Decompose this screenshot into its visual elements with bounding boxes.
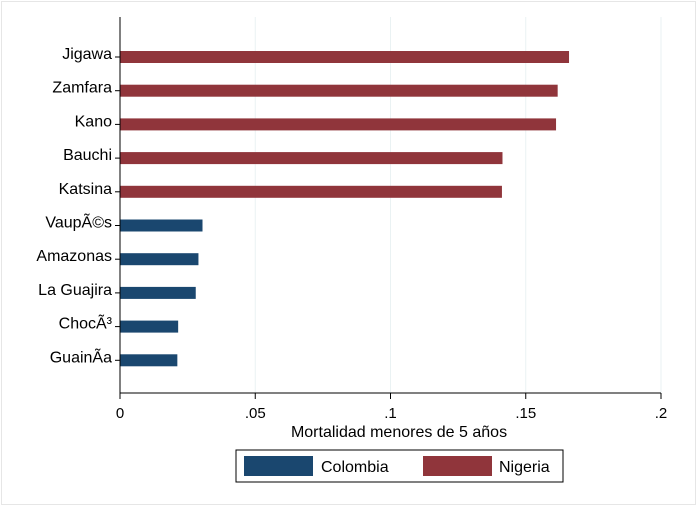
bar-colombia-5 — [120, 219, 203, 232]
bar-nigeria-4 — [120, 185, 502, 198]
bar-nigeria-1 — [120, 84, 558, 97]
x-axis-title: Mortalidad menores de 5 años — [291, 424, 507, 441]
gridlines — [254, 17, 662, 393]
category-label: Kano — [75, 113, 112, 130]
legend-label-colombia: Colombia — [321, 459, 389, 476]
bar-colombia-9 — [120, 354, 178, 367]
category-label: VaupÃ©s — [45, 212, 112, 232]
bar-nigeria-2 — [120, 118, 557, 131]
category-label: Jigawa — [62, 46, 112, 63]
y-axis: Jigawa Zamfara Kano Bauchi Katsina VaupÃ©s Ama… — [36, 17, 121, 393]
legend-swatch-colombia — [244, 456, 313, 476]
category-label: La Guajira — [38, 282, 112, 299]
category-label: Bauchi — [63, 147, 112, 164]
bar-nigeria-3 — [120, 152, 503, 165]
bar-colombia-6 — [120, 253, 199, 266]
bar-colombia-8 — [120, 320, 179, 333]
x-axis: 0 .05 .1 .15 .2 — [116, 392, 668, 422]
x-tick-label: .2 — [655, 405, 668, 422]
bars — [120, 51, 570, 367]
x-tick-label: .1 — [384, 405, 397, 422]
legend-label-nigeria: Nigeria — [499, 459, 550, 476]
legend: Colombia Nigeria — [235, 449, 564, 483]
bar-nigeria-0 — [120, 51, 570, 63]
legend-swatch-nigeria — [423, 456, 492, 476]
category-label: Zamfara — [52, 80, 112, 97]
category-label: GuainÃ­a — [50, 346, 112, 366]
category-label: ChocÃ³ — [59, 313, 113, 333]
x-tick-label: .05 — [245, 405, 266, 422]
x-tick-label: 0 — [116, 405, 124, 422]
bar-colombia-7 — [120, 286, 196, 299]
x-tick-label: .15 — [515, 405, 536, 422]
category-label: Amazonas — [36, 248, 112, 265]
category-label: Katsina — [59, 181, 112, 198]
